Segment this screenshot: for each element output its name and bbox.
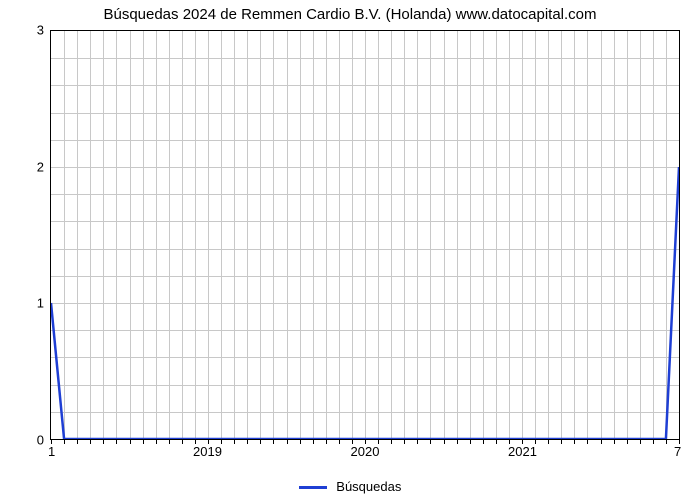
x-minor-tick <box>548 440 549 444</box>
x-tick-label: 2019 <box>193 444 222 459</box>
x-tick-label: 2021 <box>508 444 537 459</box>
series-line-layer <box>51 31 679 439</box>
y-tick-label: 3 <box>4 23 44 38</box>
x-minor-tick <box>326 440 327 444</box>
legend: Búsquedas <box>0 479 700 494</box>
x-minor-tick <box>64 440 65 444</box>
x-minor-tick <box>444 440 445 444</box>
x-minor-tick <box>90 440 91 444</box>
x-minor-tick <box>339 440 340 444</box>
x-minor-tick <box>404 440 405 444</box>
series-line <box>51 167 679 439</box>
x-minor-tick <box>352 440 353 444</box>
legend-label: Búsquedas <box>336 479 401 494</box>
chart-container: Búsquedas 2024 de Remmen Cardio B.V. (Ho… <box>0 0 700 500</box>
x-minor-tick <box>313 440 314 444</box>
x-minor-tick <box>103 440 104 444</box>
x-minor-tick <box>182 440 183 444</box>
x-minor-tick <box>574 440 575 444</box>
x-minor-tick <box>208 440 209 444</box>
x-axis-end-label: 7 <box>674 444 681 459</box>
x-minor-tick <box>666 440 667 444</box>
x-minor-tick <box>378 440 379 444</box>
plot-area <box>50 30 680 440</box>
x-minor-tick <box>483 440 484 444</box>
x-minor-tick <box>653 440 654 444</box>
x-minor-tick <box>221 440 222 444</box>
x-minor-tick <box>496 440 497 444</box>
y-tick-label: 2 <box>4 159 44 174</box>
x-axis-start-label: 1 <box>48 444 55 459</box>
x-minor-tick <box>509 440 510 444</box>
x-minor-tick <box>614 440 615 444</box>
x-minor-tick <box>169 440 170 444</box>
x-minor-tick <box>77 440 78 444</box>
x-minor-tick <box>143 440 144 444</box>
x-minor-tick <box>116 440 117 444</box>
chart-title: Búsquedas 2024 de Remmen Cardio B.V. (Ho… <box>0 6 700 23</box>
x-minor-tick <box>195 440 196 444</box>
legend-swatch <box>299 486 327 489</box>
x-minor-tick <box>156 440 157 444</box>
x-minor-tick <box>247 440 248 444</box>
x-minor-tick <box>130 440 131 444</box>
x-minor-tick <box>417 440 418 444</box>
x-minor-tick <box>457 440 458 444</box>
x-minor-tick <box>260 440 261 444</box>
x-minor-tick <box>587 440 588 444</box>
x-minor-tick <box>365 440 366 444</box>
x-minor-tick <box>391 440 392 444</box>
y-tick-label: 0 <box>4 433 44 448</box>
x-minor-tick <box>601 440 602 444</box>
x-minor-tick <box>679 440 680 444</box>
x-minor-tick <box>300 440 301 444</box>
x-minor-tick <box>470 440 471 444</box>
y-tick-label: 1 <box>4 296 44 311</box>
x-minor-tick <box>535 440 536 444</box>
x-minor-tick <box>640 440 641 444</box>
x-minor-tick <box>51 440 52 444</box>
x-tick-label: 2020 <box>351 444 380 459</box>
x-minor-tick <box>561 440 562 444</box>
x-minor-tick <box>430 440 431 444</box>
x-minor-tick <box>627 440 628 444</box>
x-minor-tick <box>287 440 288 444</box>
x-minor-tick <box>273 440 274 444</box>
x-minor-tick <box>522 440 523 444</box>
x-minor-tick <box>234 440 235 444</box>
